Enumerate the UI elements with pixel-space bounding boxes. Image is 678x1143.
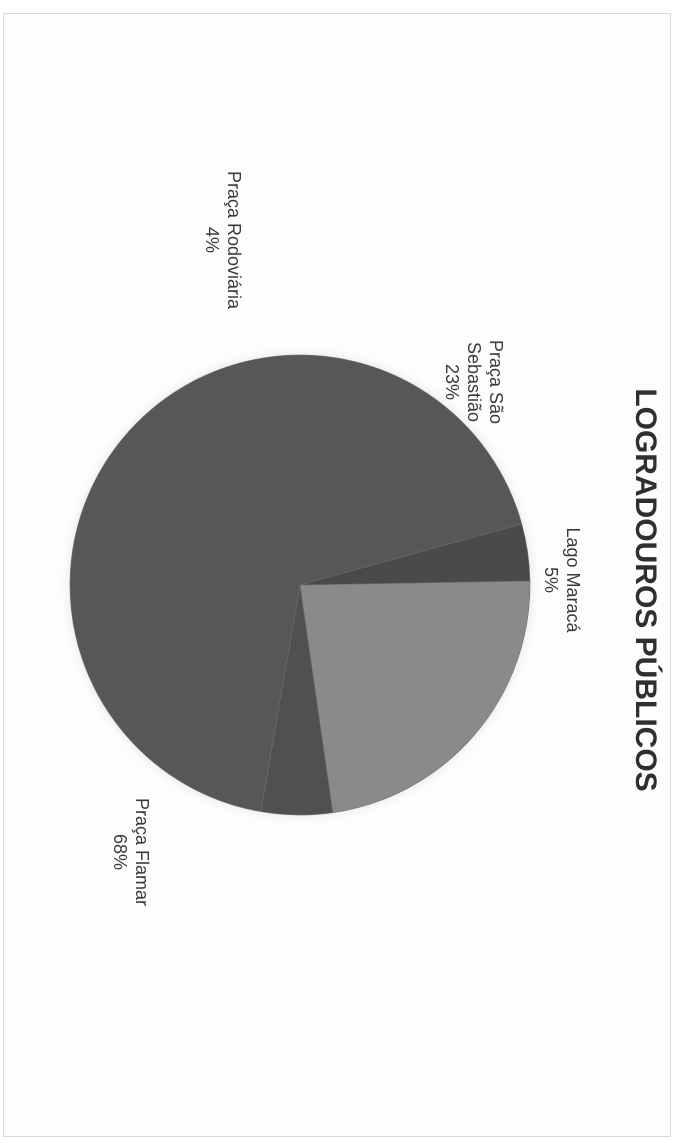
slice-label-1: Praça SãoSebastião23% [442,340,506,424]
slice-label-2: Lago Maracá5% [541,527,583,633]
slice-labels: Praça SãoSebastião23% Lago Maracá5% Praça … [110,171,583,906]
slice-name-label: Sebastião [464,342,484,422]
slice-value-label: 23% [442,364,462,400]
pie-slice-3 [69,354,523,812]
slice-value-label: 4% [202,227,222,253]
pie-slice-4 [299,523,531,586]
slice-label-4: Praça Rodoviária4% [202,171,244,310]
chart-title: LOGRADOUROS PÚBLICOS [629,388,663,791]
slice-name-label: Praça São [486,340,506,424]
slice-name-label: Lago Maracá [563,527,583,633]
slice-value-label: 5% [541,567,561,593]
slice-value-label: 68% [110,834,130,870]
slice-label-3: Praça Flamar68% [110,798,152,906]
pie-slice-1 [299,580,531,813]
slice-name-label: Praça Flamar [132,798,152,906]
slice-name-label: Praça Rodoviária [224,171,244,310]
pie-slices [69,354,531,816]
